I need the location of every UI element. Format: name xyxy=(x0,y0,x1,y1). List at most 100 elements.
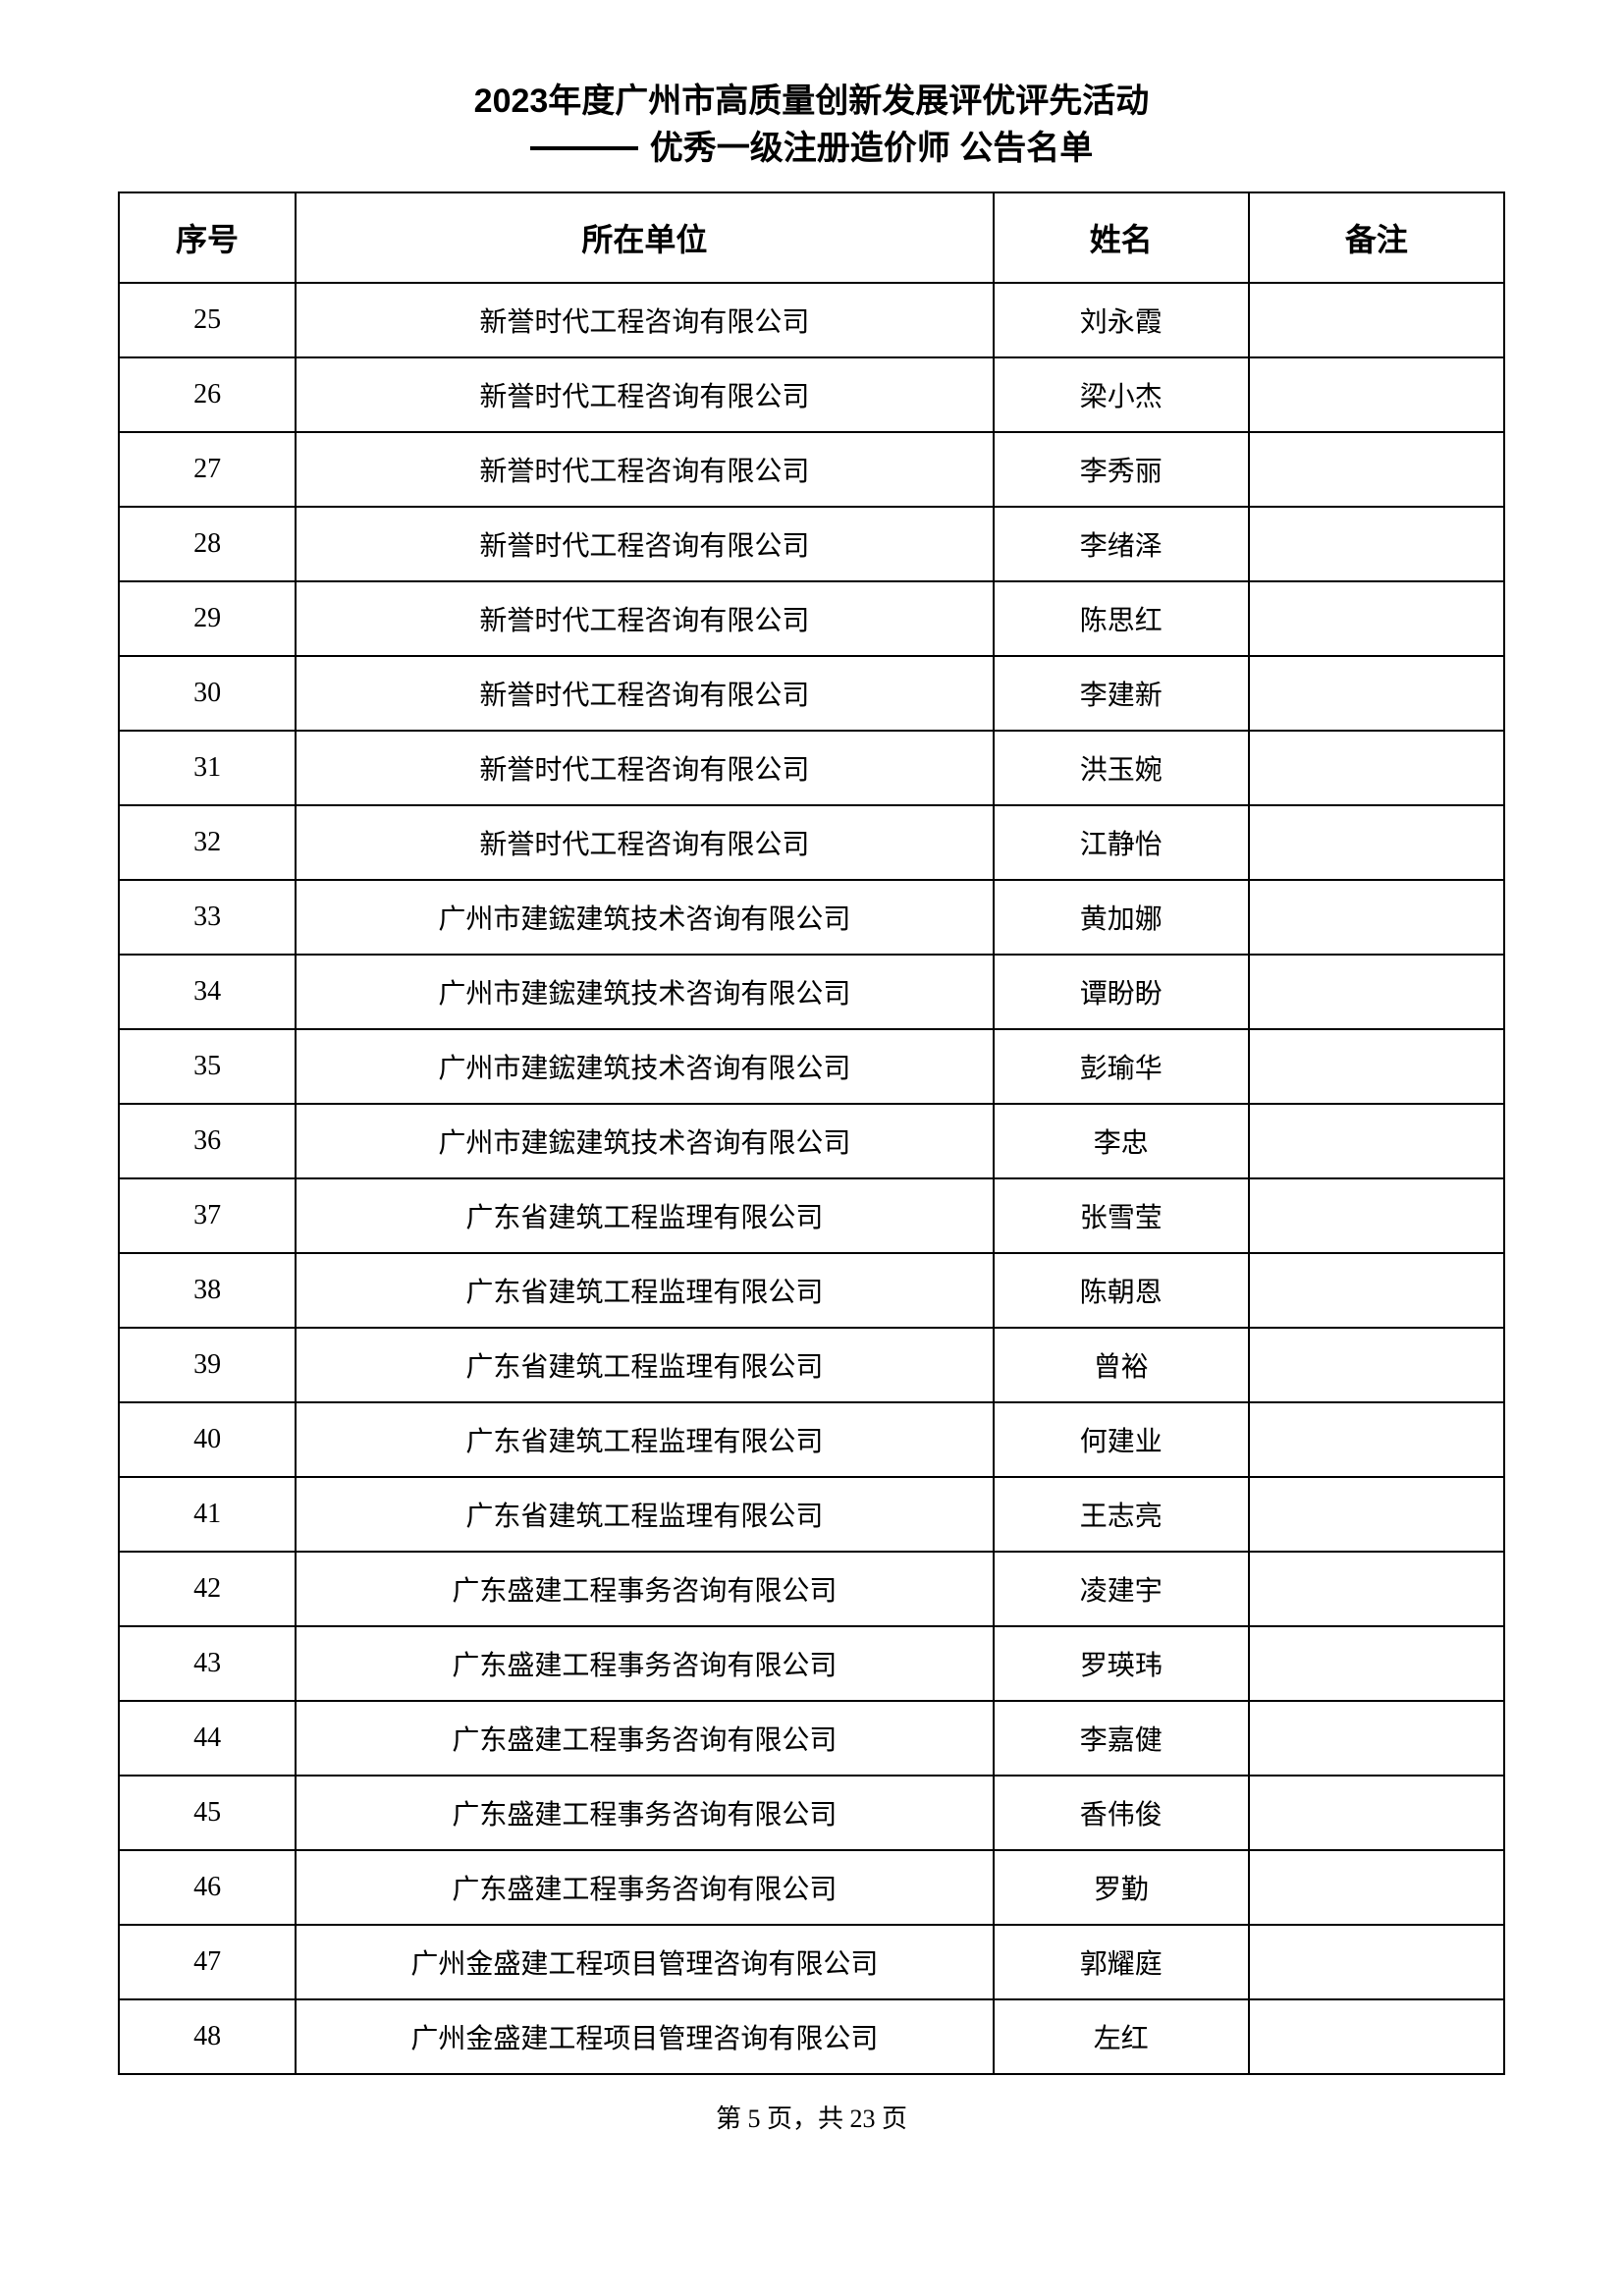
cell-name: 李嘉健 xyxy=(994,1701,1249,1776)
table-row: 44广东盛建工程事务咨询有限公司李嘉健 xyxy=(119,1701,1504,1776)
table-row: 48广州金盛建工程项目管理咨询有限公司左红 xyxy=(119,1999,1504,2074)
cell-remark xyxy=(1249,1029,1504,1104)
cell-index: 25 xyxy=(119,283,296,357)
cell-name: 李绪泽 xyxy=(994,507,1249,581)
cell-name: 何建业 xyxy=(994,1402,1249,1477)
table-header-row: 序号 所在单位 姓名 备注 xyxy=(119,192,1504,283)
cell-remark xyxy=(1249,1626,1504,1701)
table-row: 31新誉时代工程咨询有限公司洪玉婉 xyxy=(119,731,1504,805)
cell-company: 广东省建筑工程监理有限公司 xyxy=(296,1402,994,1477)
cell-index: 38 xyxy=(119,1253,296,1328)
table-row: 41广东省建筑工程监理有限公司王志亮 xyxy=(119,1477,1504,1552)
cell-name: 刘永霞 xyxy=(994,283,1249,357)
cell-name: 黄加娜 xyxy=(994,880,1249,955)
cell-name: 王志亮 xyxy=(994,1477,1249,1552)
cell-name: 谭盼盼 xyxy=(994,955,1249,1029)
cell-index: 34 xyxy=(119,955,296,1029)
cell-name: 梁小杰 xyxy=(994,357,1249,432)
cell-name: 洪玉婉 xyxy=(994,731,1249,805)
table-row: 28新誉时代工程咨询有限公司李绪泽 xyxy=(119,507,1504,581)
cell-remark xyxy=(1249,1402,1504,1477)
cell-company: 新誉时代工程咨询有限公司 xyxy=(296,432,994,507)
cell-company: 广州金盛建工程项目管理咨询有限公司 xyxy=(296,1999,994,2074)
table-body: 25新誉时代工程咨询有限公司刘永霞26新誉时代工程咨询有限公司梁小杰27新誉时代… xyxy=(119,283,1504,2074)
cell-name: 江静怡 xyxy=(994,805,1249,880)
table-row: 36广州市建鋐建筑技术咨询有限公司李忠 xyxy=(119,1104,1504,1178)
cell-index: 46 xyxy=(119,1850,296,1925)
cell-remark xyxy=(1249,1253,1504,1328)
table-row: 38广东省建筑工程监理有限公司陈朝恩 xyxy=(119,1253,1504,1328)
table-row: 40广东省建筑工程监理有限公司何建业 xyxy=(119,1402,1504,1477)
cell-index: 29 xyxy=(119,581,296,656)
cell-remark xyxy=(1249,1104,1504,1178)
cell-name: 李建新 xyxy=(994,656,1249,731)
cell-company: 广州市建鋐建筑技术咨询有限公司 xyxy=(296,955,994,1029)
cell-name: 凌建宇 xyxy=(994,1552,1249,1626)
cell-name: 香伟俊 xyxy=(994,1776,1249,1850)
cell-index: 32 xyxy=(119,805,296,880)
page-footer: 第 5 页，共 23 页 xyxy=(118,2099,1505,2135)
cell-company: 广东省建筑工程监理有限公司 xyxy=(296,1178,994,1253)
cell-company: 新誉时代工程咨询有限公司 xyxy=(296,581,994,656)
cell-index: 45 xyxy=(119,1776,296,1850)
cell-company: 广州市建鋐建筑技术咨询有限公司 xyxy=(296,1104,994,1178)
cell-remark xyxy=(1249,805,1504,880)
table-row: 39广东省建筑工程监理有限公司曾裕 xyxy=(119,1328,1504,1402)
cell-company: 广东省建筑工程监理有限公司 xyxy=(296,1253,994,1328)
cell-remark xyxy=(1249,1999,1504,2074)
cell-index: 40 xyxy=(119,1402,296,1477)
cell-company: 广州市建鋐建筑技术咨询有限公司 xyxy=(296,880,994,955)
cell-company: 广东省建筑工程监理有限公司 xyxy=(296,1477,994,1552)
cell-name: 曾裕 xyxy=(994,1328,1249,1402)
table-row: 37广东省建筑工程监理有限公司张雪莹 xyxy=(119,1178,1504,1253)
cell-index: 47 xyxy=(119,1925,296,1999)
header-company: 所在单位 xyxy=(296,192,994,283)
cell-index: 44 xyxy=(119,1701,296,1776)
cell-company: 广东盛建工程事务咨询有限公司 xyxy=(296,1776,994,1850)
cell-index: 35 xyxy=(119,1029,296,1104)
cell-company: 新誉时代工程咨询有限公司 xyxy=(296,656,994,731)
cell-remark xyxy=(1249,581,1504,656)
cell-index: 31 xyxy=(119,731,296,805)
cell-company: 广东盛建工程事务咨询有限公司 xyxy=(296,1626,994,1701)
cell-remark xyxy=(1249,432,1504,507)
cell-index: 26 xyxy=(119,357,296,432)
cell-index: 28 xyxy=(119,507,296,581)
table-row: 47广州金盛建工程项目管理咨询有限公司郭耀庭 xyxy=(119,1925,1504,1999)
cell-name: 彭瑜华 xyxy=(994,1029,1249,1104)
header-remark: 备注 xyxy=(1249,192,1504,283)
cell-remark xyxy=(1249,731,1504,805)
cell-remark xyxy=(1249,507,1504,581)
cell-company: 新誉时代工程咨询有限公司 xyxy=(296,507,994,581)
cell-company: 广东盛建工程事务咨询有限公司 xyxy=(296,1850,994,1925)
dash-icon xyxy=(530,146,638,150)
cell-index: 39 xyxy=(119,1328,296,1402)
cell-index: 27 xyxy=(119,432,296,507)
cell-remark xyxy=(1249,1477,1504,1552)
cell-remark xyxy=(1249,1552,1504,1626)
cell-remark xyxy=(1249,880,1504,955)
cell-index: 37 xyxy=(119,1178,296,1253)
cell-name: 陈朝恩 xyxy=(994,1253,1249,1328)
table-row: 27新誉时代工程咨询有限公司李秀丽 xyxy=(119,432,1504,507)
cell-company: 新誉时代工程咨询有限公司 xyxy=(296,283,994,357)
cell-company: 广州市建鋐建筑技术咨询有限公司 xyxy=(296,1029,994,1104)
table-row: 43广东盛建工程事务咨询有限公司罗瑛玮 xyxy=(119,1626,1504,1701)
cell-remark xyxy=(1249,955,1504,1029)
cell-name: 张雪莹 xyxy=(994,1178,1249,1253)
table-row: 26新誉时代工程咨询有限公司梁小杰 xyxy=(119,357,1504,432)
cell-company: 广东盛建工程事务咨询有限公司 xyxy=(296,1552,994,1626)
cell-name: 陈思红 xyxy=(994,581,1249,656)
cell-name: 罗勤 xyxy=(994,1850,1249,1925)
cell-remark xyxy=(1249,1850,1504,1925)
cell-remark xyxy=(1249,1701,1504,1776)
cell-company: 新誉时代工程咨询有限公司 xyxy=(296,357,994,432)
cell-name: 李忠 xyxy=(994,1104,1249,1178)
table-row: 25新誉时代工程咨询有限公司刘永霞 xyxy=(119,283,1504,357)
table-row: 42广东盛建工程事务咨询有限公司凌建宇 xyxy=(119,1552,1504,1626)
cell-remark xyxy=(1249,1178,1504,1253)
cell-company: 广州金盛建工程项目管理咨询有限公司 xyxy=(296,1925,994,1999)
cell-index: 36 xyxy=(119,1104,296,1178)
cell-company: 新誉时代工程咨询有限公司 xyxy=(296,731,994,805)
cell-remark xyxy=(1249,1328,1504,1402)
